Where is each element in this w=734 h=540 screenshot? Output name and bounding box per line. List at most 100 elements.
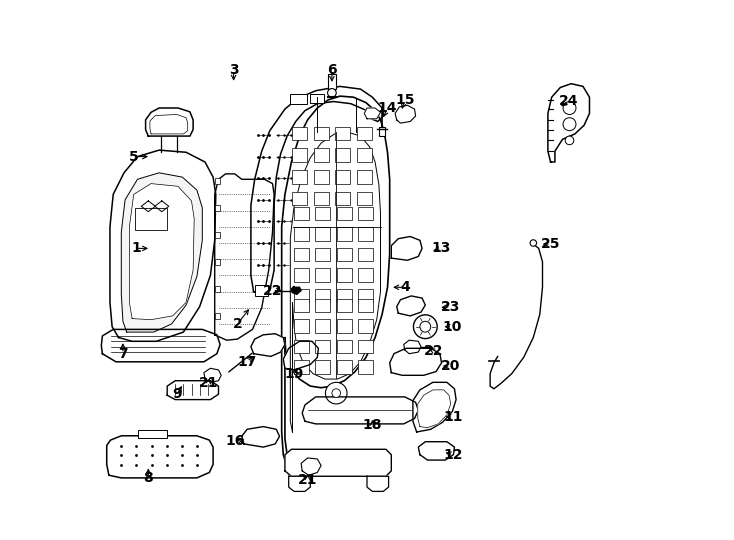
- Text: 15: 15: [395, 93, 415, 107]
- Text: 7: 7: [118, 347, 128, 361]
- Bar: [313, 170, 329, 184]
- Polygon shape: [121, 173, 203, 332]
- Polygon shape: [413, 382, 456, 432]
- Polygon shape: [251, 334, 285, 356]
- Bar: [294, 268, 309, 282]
- Bar: [357, 192, 372, 205]
- Bar: [337, 248, 352, 261]
- Circle shape: [325, 382, 347, 404]
- Bar: [335, 148, 350, 162]
- Text: 14: 14: [378, 101, 397, 115]
- Bar: [315, 340, 330, 353]
- Bar: [337, 299, 352, 312]
- Bar: [315, 319, 330, 333]
- Bar: [358, 340, 374, 353]
- Text: 3: 3: [229, 63, 239, 77]
- Text: 13: 13: [432, 241, 451, 255]
- Polygon shape: [301, 458, 321, 475]
- Bar: [291, 94, 307, 104]
- Bar: [358, 207, 374, 220]
- Bar: [294, 207, 309, 220]
- Bar: [294, 248, 309, 261]
- Bar: [215, 232, 220, 238]
- Bar: [292, 148, 307, 162]
- Text: 12: 12: [443, 448, 463, 462]
- Bar: [292, 170, 307, 184]
- Text: 24: 24: [559, 94, 578, 108]
- Circle shape: [413, 315, 437, 339]
- Bar: [337, 319, 352, 333]
- Polygon shape: [302, 397, 418, 424]
- Text: 16: 16: [225, 434, 244, 448]
- Polygon shape: [364, 108, 380, 119]
- Bar: [379, 127, 385, 136]
- Text: 5: 5: [129, 150, 139, 164]
- Circle shape: [565, 136, 574, 145]
- Polygon shape: [101, 329, 220, 362]
- Bar: [135, 208, 167, 230]
- Text: 11: 11: [443, 410, 463, 424]
- Bar: [328, 74, 336, 89]
- Circle shape: [420, 321, 431, 332]
- Text: 18: 18: [363, 418, 382, 432]
- Polygon shape: [390, 348, 442, 375]
- Polygon shape: [129, 184, 195, 320]
- Text: 9: 9: [172, 387, 182, 401]
- Bar: [357, 148, 372, 162]
- Text: 4: 4: [400, 280, 410, 294]
- Bar: [358, 248, 374, 261]
- Bar: [358, 227, 374, 241]
- Text: 22: 22: [263, 284, 283, 298]
- Polygon shape: [155, 201, 169, 212]
- Polygon shape: [110, 150, 216, 341]
- Bar: [335, 127, 350, 140]
- Bar: [313, 192, 329, 205]
- Text: 8: 8: [143, 471, 153, 485]
- Polygon shape: [288, 476, 310, 491]
- Circle shape: [327, 89, 336, 97]
- Circle shape: [563, 118, 576, 131]
- Bar: [358, 299, 374, 312]
- Bar: [292, 127, 307, 140]
- Bar: [337, 268, 352, 282]
- Bar: [335, 170, 350, 184]
- Bar: [337, 340, 352, 353]
- Polygon shape: [282, 96, 390, 467]
- Polygon shape: [204, 368, 221, 382]
- Bar: [358, 268, 374, 282]
- Bar: [294, 289, 309, 302]
- Polygon shape: [391, 237, 422, 260]
- Bar: [337, 207, 352, 220]
- Polygon shape: [291, 286, 301, 294]
- Polygon shape: [167, 381, 219, 400]
- Text: 23: 23: [441, 300, 460, 314]
- Bar: [315, 360, 330, 374]
- Polygon shape: [396, 296, 425, 316]
- Bar: [315, 289, 330, 302]
- Bar: [358, 289, 374, 302]
- Polygon shape: [395, 105, 415, 123]
- Bar: [310, 94, 324, 103]
- Bar: [315, 227, 330, 241]
- Polygon shape: [418, 390, 451, 428]
- Polygon shape: [145, 108, 193, 136]
- Text: 6: 6: [327, 63, 337, 77]
- Bar: [337, 289, 352, 302]
- Bar: [337, 227, 352, 241]
- Bar: [215, 259, 220, 265]
- Polygon shape: [291, 132, 380, 432]
- Bar: [294, 299, 309, 312]
- Text: 10: 10: [443, 320, 462, 334]
- Polygon shape: [251, 86, 383, 296]
- Polygon shape: [106, 436, 213, 478]
- Text: 21: 21: [198, 376, 218, 390]
- Bar: [358, 319, 374, 333]
- Bar: [313, 148, 329, 162]
- Text: 22: 22: [424, 344, 444, 358]
- Bar: [315, 248, 330, 261]
- Bar: [313, 127, 329, 140]
- Bar: [255, 285, 268, 296]
- Text: 19: 19: [284, 367, 304, 381]
- Text: 21: 21: [298, 472, 317, 487]
- Bar: [215, 205, 220, 211]
